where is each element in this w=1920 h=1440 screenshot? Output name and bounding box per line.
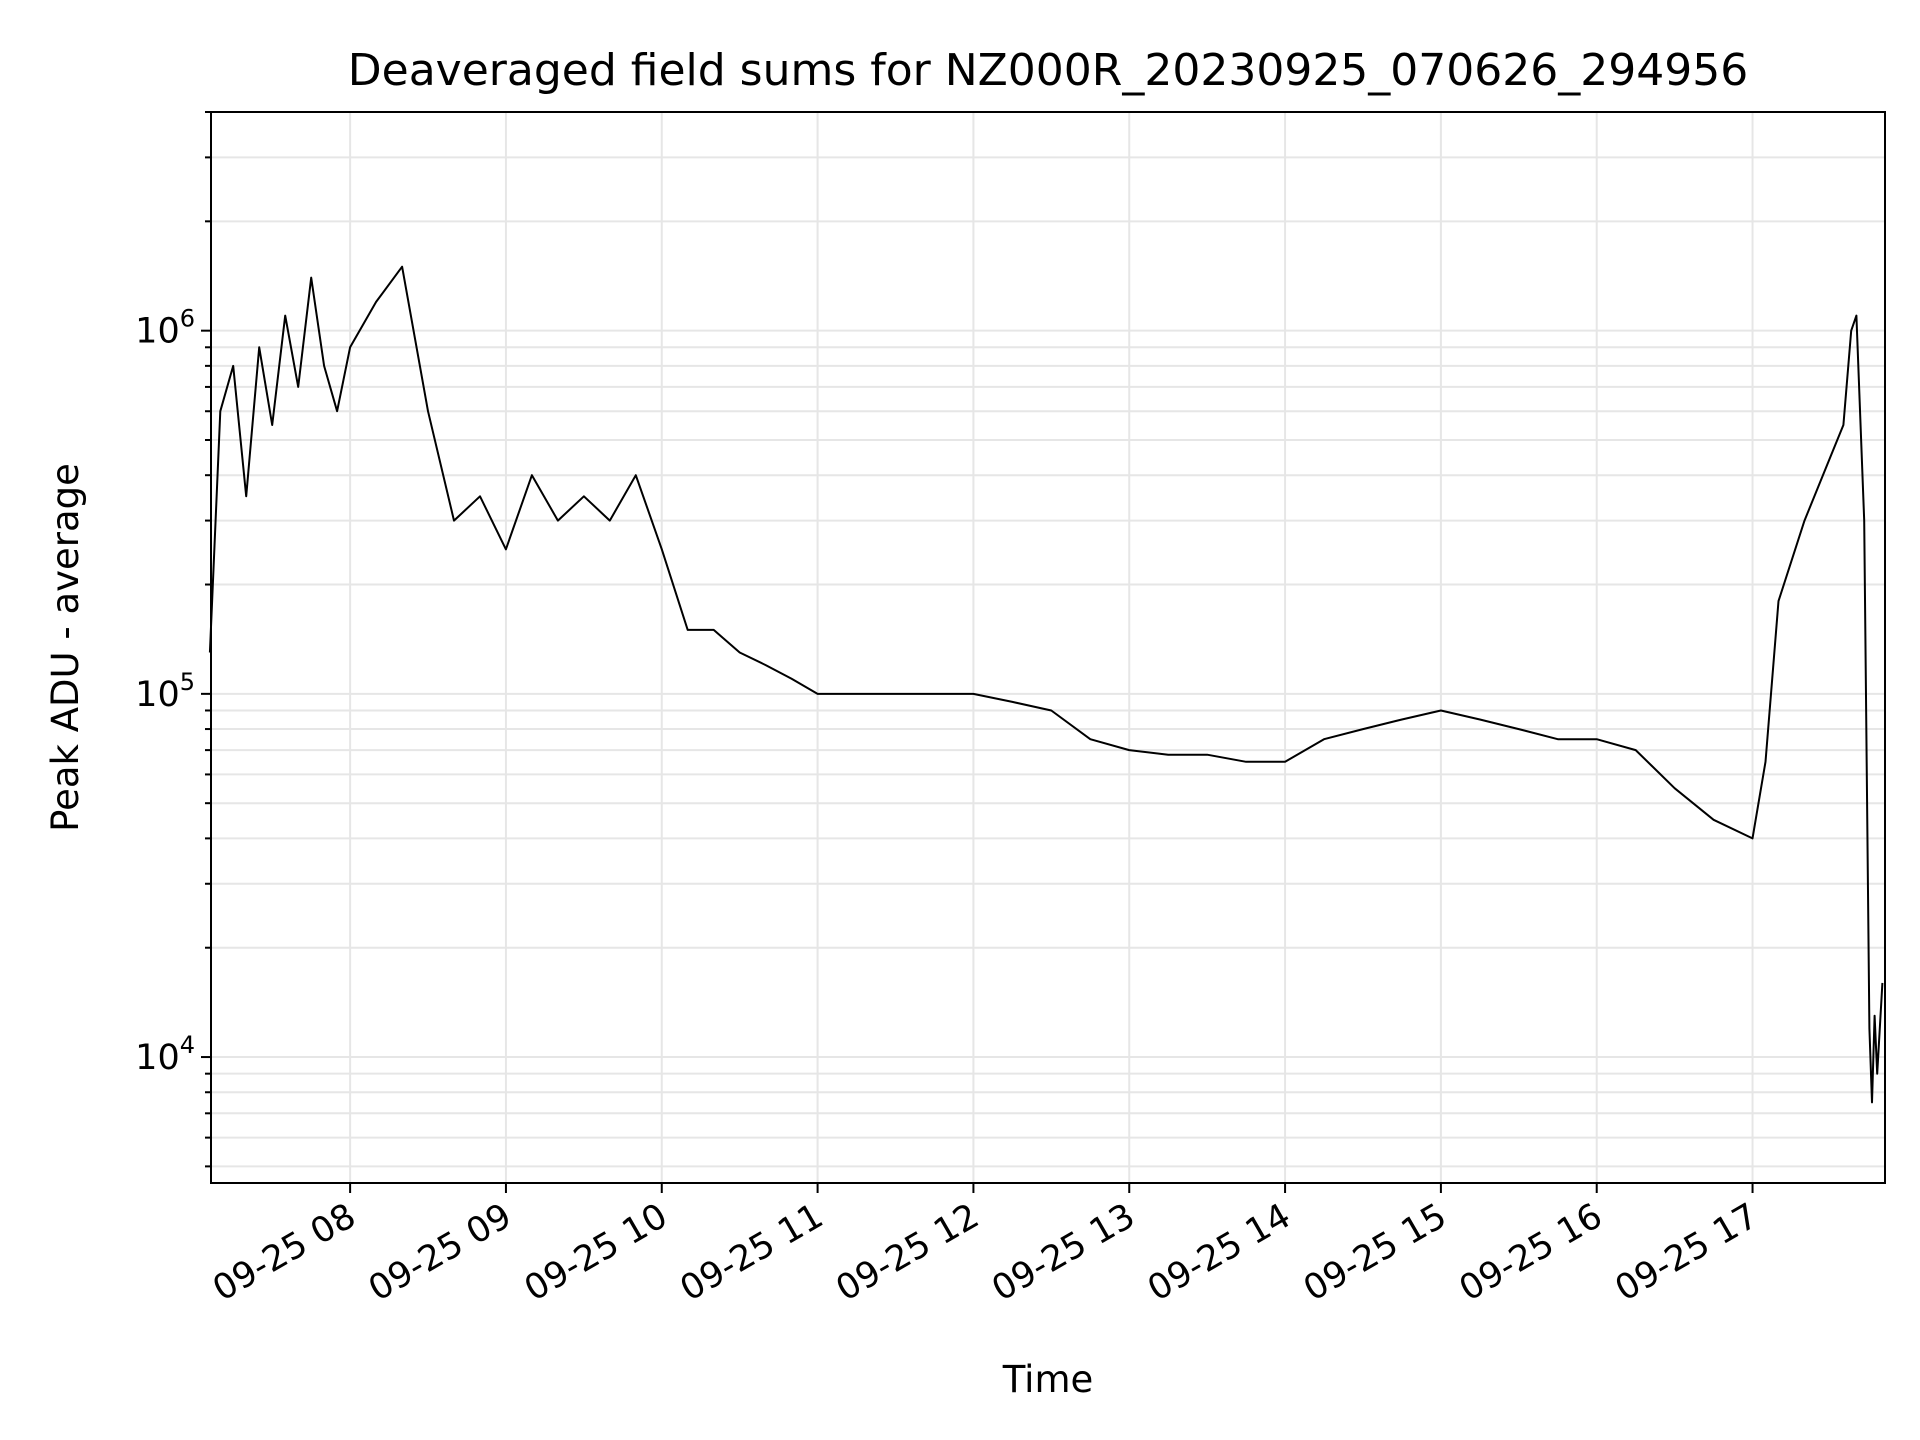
y-tick-base: 10 (135, 312, 180, 352)
y-tick-base: 10 (135, 1038, 180, 1078)
x-axis-label: Time (1002, 1358, 1094, 1401)
y-tick-exponent: 4 (180, 1031, 195, 1059)
grid (211, 111, 1885, 1183)
y-tick-exponent: 6 (180, 305, 195, 333)
y-tick-exponent: 5 (180, 668, 195, 696)
series-line (208, 265, 1884, 1104)
series-layer (208, 265, 1884, 1104)
y-tick-label: 104 (135, 1031, 195, 1078)
chart-title: Deaveraged field sums for NZ000R_2023092… (348, 45, 1748, 96)
y-axis-label: Peak ADU - average (44, 463, 87, 832)
y-tick-label: 106 (135, 305, 195, 352)
y-tick-base: 10 (135, 675, 180, 715)
y-tick-label: 105 (135, 668, 195, 715)
plot-frame (210, 111, 1886, 1184)
